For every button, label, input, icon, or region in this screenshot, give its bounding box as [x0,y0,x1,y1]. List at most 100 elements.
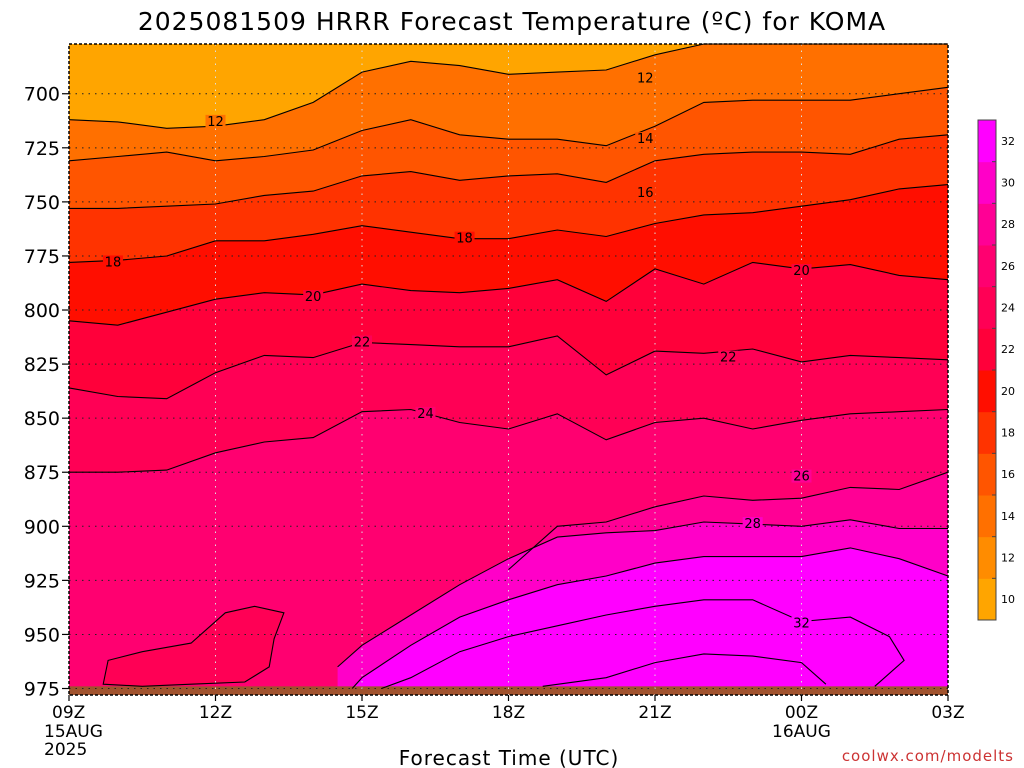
contour-label: 32 [793,617,810,632]
colorbar-swatch [978,536,996,579]
contour-label: 22 [354,335,371,350]
contour-line [351,547,949,689]
y-tick-label: 825 [24,354,60,376]
contour-label-bg [791,469,812,483]
y-tick-label: 725 [24,138,60,160]
island-contour-line [102,605,285,687]
x-tick-label: 09Z [52,703,85,723]
contour-label: 12 [637,72,654,87]
contour-label: 26 [793,470,810,485]
colorbar-tick-label: 16 [1001,468,1015,481]
contour-label-bg [352,335,372,349]
x-tick-label: 21Z [638,703,671,723]
contour-label: 18 [105,255,122,270]
grid-lines [69,44,948,695]
colorbar-tick-label: 24 [1001,302,1015,315]
contour-label: 20 [305,290,322,305]
contour-line [68,86,949,162]
colorbar-swatch [978,286,996,329]
y-tick-label: 750 [24,192,60,214]
x-axis-label: Forecast Time (UTC) [399,746,620,768]
y-tick-label: 950 [24,624,60,646]
colorbar-tick-label: 28 [1001,218,1015,231]
x-tick-label: 15Z [345,703,378,723]
contour-line [68,184,949,263]
x-tick-label: 03Z [931,703,964,723]
x-tick-sublabel: 16AUG [772,722,831,742]
contour-label-bg [303,290,324,304]
colorbar-tick-label: 12 [1001,552,1015,565]
colorbar-legend: 10 12 14 16 18 20 22 24 26 28 30 32 [977,119,1015,621]
ground-strip [69,686,948,695]
contour-label-bg [102,255,123,269]
contour-label-bg [718,350,739,364]
contour-label: 16 [637,186,654,201]
x-tick-label: 12Z [199,703,232,723]
colorbar-swatch [978,411,996,454]
contour-label: 20 [793,264,810,279]
contour-label: 14 [637,132,654,147]
y-tick-label: 775 [24,246,60,268]
y-tick-label: 975 [24,679,60,701]
colorbar-tick-label: 10 [1001,593,1015,606]
contour-label-bg [742,517,763,531]
plot-area: 12 12 14 16 18 18 20 20 22 22 24 26 28 32 [68,43,949,696]
y-tick-label: 850 [24,408,60,430]
contour-line [381,599,905,690]
island-fill [542,653,826,687]
y-tick-label: 925 [24,570,60,592]
pressure-axis: 700 725 750 775 800 825 850 875 900 925 950 975 [24,84,69,701]
colorbar-swatch [978,245,996,288]
contour-label: 24 [417,407,434,422]
contour-label-bg [205,114,226,128]
colorbar-tick-label: 32 [1001,135,1015,148]
contour-label-bg [635,71,656,85]
colorbar-swatch [978,328,996,371]
colorbar-tick-label: 14 [1001,510,1015,523]
contour-fills [69,44,949,696]
contour-label-bg [635,132,656,146]
colorbar-swatch [978,203,996,246]
x-tick-sublabel: 2025 [44,740,87,760]
contour-label: 28 [744,517,761,532]
colorbar-tick-label: 22 [1001,343,1015,356]
colorbar-swatch [978,495,996,538]
contour-line [68,335,949,400]
chart-title: 2025081509 HRRR Forecast Temperature (ºC… [138,7,886,36]
y-tick-label: 800 [24,300,60,322]
colorbar-swatch [978,578,996,621]
colorbar-swatch [978,370,996,413]
contour-label: 12 [207,115,224,130]
y-tick-label: 875 [24,462,60,484]
colorbar-tick-label: 30 [1001,177,1015,190]
credit-link[interactable]: coolwx.com/modelts [842,747,1014,765]
x-tick-label: 18Z [492,703,525,723]
colorbar-swatch [978,120,996,163]
colorbar-tick-label: 18 [1001,427,1015,440]
colorbar-tick-label: 26 [1001,260,1015,273]
colorbar-swatch [978,453,996,496]
contour-label: 18 [456,232,473,247]
colorbar-swatch [978,161,996,204]
contour-label-bg [415,406,436,420]
contour-line [508,471,949,571]
contour-label: 22 [720,351,737,366]
contour-label-bg [454,231,475,245]
x-tick-sublabel: 15AUG [44,722,103,742]
contour-lines [68,43,949,690]
contour-line [337,519,948,668]
ground-surface [69,686,948,695]
contour-line [69,134,949,209]
contour-label-bg [635,186,656,200]
contour-line [69,408,949,473]
island-contour-line [542,653,827,687]
contour-labels: 12 12 14 16 18 18 20 20 22 22 24 26 28 32 [102,71,812,632]
y-tick-label: 700 [24,84,60,106]
contour-label-bg [791,264,812,278]
island-fill [103,606,284,687]
colorbar-tick-label: 20 [1001,385,1015,398]
x-tick-label: 00Z [785,703,818,723]
contour-label-bg [791,616,812,630]
